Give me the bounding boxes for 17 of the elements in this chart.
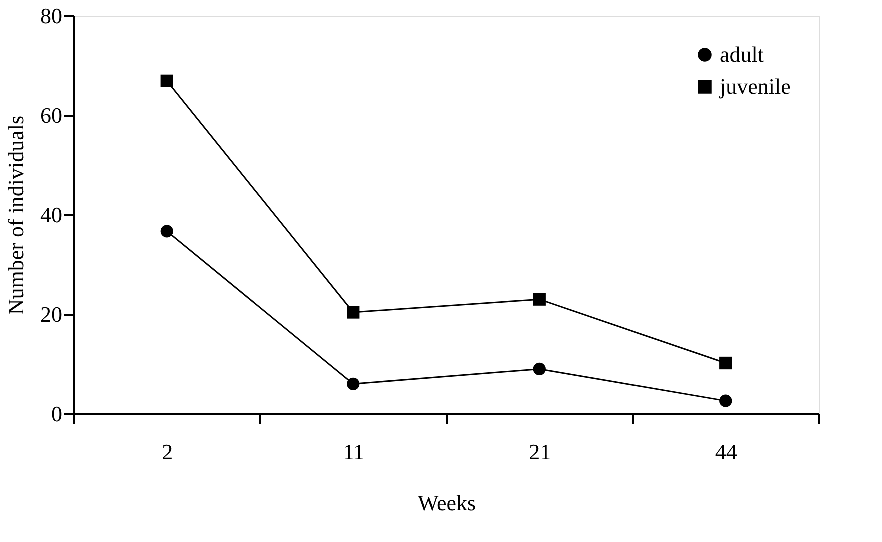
x-axis-title: Weeks — [418, 490, 476, 516]
point — [160, 225, 174, 238]
x-tick-label: 44 — [715, 440, 738, 464]
y-tick-label: 60 — [40, 103, 62, 128]
x-tick-label: 11 — [343, 440, 364, 464]
y-axis-title: Number of individuals — [4, 116, 28, 316]
y-tick-label: 80 — [40, 4, 62, 28]
x-tick-label: 21 — [529, 440, 552, 464]
point — [720, 394, 732, 408]
point — [720, 356, 732, 370]
x-tick-label: 2 — [162, 440, 174, 464]
legend-label: juvenile — [719, 74, 791, 99]
legend-label: adult — [720, 42, 764, 67]
point — [160, 74, 174, 88]
y-tick-label: 40 — [40, 202, 62, 228]
y-tick-label: 0 — [52, 402, 62, 426]
y-tick-label: 20 — [40, 302, 62, 327]
